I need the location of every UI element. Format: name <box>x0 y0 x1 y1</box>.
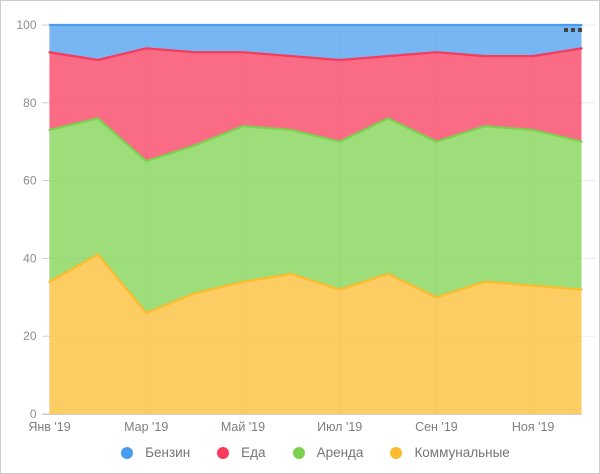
x-axis-label: Май '19 <box>221 420 265 434</box>
context-menu-dot-icon <box>578 28 582 32</box>
y-axis-label: 40 <box>23 251 37 265</box>
y-axis-label: 80 <box>23 96 37 110</box>
legend-dot-eda <box>217 447 230 459</box>
area-eda[interactable] <box>49 48 582 162</box>
legend-item-kommunalnye[interactable]: Коммунальные <box>390 445 510 461</box>
legend-dot-benzin <box>121 447 134 459</box>
x-axis-label: Ноя '19 <box>512 420 555 434</box>
x-axis-label: Июл '19 <box>317 420 362 434</box>
legend: Бензин Еда Аренда Коммунальные <box>49 442 582 464</box>
legend-label-arenda: Аренда <box>316 445 364 461</box>
y-axis-label: 100 <box>16 18 36 32</box>
context-menu-button[interactable] <box>562 26 584 34</box>
x-axis-label: Янв '19 <box>28 420 70 434</box>
legend-item-benzin[interactable]: Бензин <box>121 446 190 460</box>
x-axis-label: Сен '19 <box>415 420 458 434</box>
y-axis-label: 20 <box>23 329 37 343</box>
x-axis-label: Мар '19 <box>124 420 168 434</box>
line-arenda <box>48 117 583 163</box>
line-eda <box>48 47 583 62</box>
context-menu-dot-icon <box>564 28 568 32</box>
legend-label-benzin: Бензин <box>145 445 191 461</box>
legend-dot-arenda <box>292 447 305 459</box>
area-arenda[interactable] <box>49 118 582 313</box>
y-axis-label: 0 <box>30 407 37 421</box>
legend-dot-kommunalnye <box>390 447 403 459</box>
line-kommunalnye <box>48 253 583 314</box>
legend-label-kommunalnye: Коммунальные <box>414 445 510 461</box>
legend-label-eda: Еда <box>241 445 266 461</box>
area-benzin[interactable] <box>49 25 582 61</box>
legend-item-arenda[interactable]: Аренда <box>292 445 364 461</box>
legend-item-eda[interactable]: Еда <box>217 445 266 461</box>
y-axis-label: 60 <box>23 174 37 188</box>
context-menu-dot-icon <box>571 28 575 32</box>
